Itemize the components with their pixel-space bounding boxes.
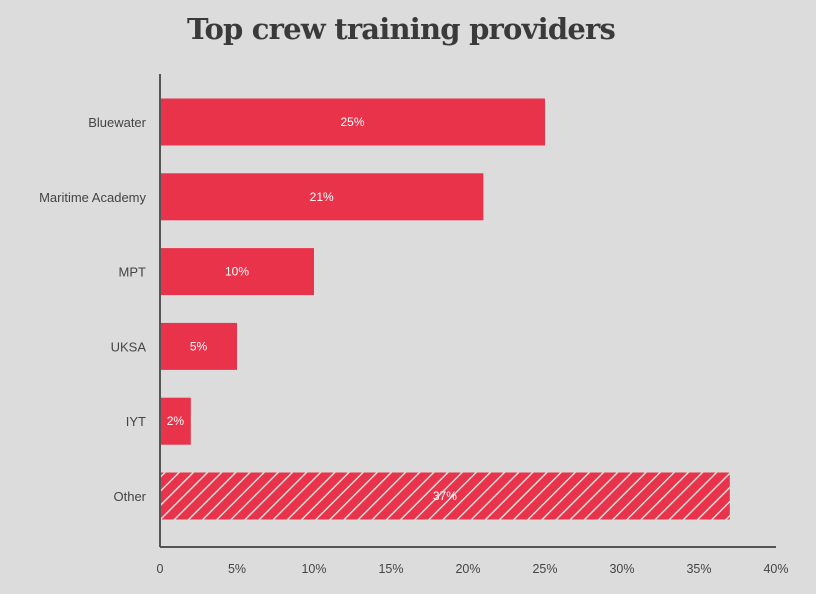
- bar-other: [160, 472, 730, 520]
- x-tick-label: 5%: [228, 562, 246, 576]
- bar-bluewater: [160, 98, 545, 146]
- x-tick-label: 20%: [455, 562, 480, 576]
- bars-layer: [160, 98, 730, 520]
- category-label-uksa: UKSA: [111, 339, 147, 354]
- bar-mpt: [160, 248, 314, 296]
- category-label-bluewater: Bluewater: [88, 115, 146, 130]
- x-tick-label: 0: [157, 562, 164, 576]
- x-tick-label: 15%: [378, 562, 403, 576]
- category-label-iyt: IYT: [126, 414, 146, 429]
- data-label-other: 37%: [433, 489, 457, 503]
- x-tick-label: 10%: [301, 562, 326, 576]
- category-label-mpt: MPT: [119, 265, 147, 280]
- data-label-mpt: 10%: [225, 265, 249, 279]
- data-label-uksa: 5%: [190, 339, 208, 353]
- axes-layer: [159, 74, 776, 548]
- bar-uksa: [160, 322, 237, 370]
- data-label-maritime-academy: 21%: [310, 190, 334, 204]
- x-tick-label: 30%: [609, 562, 634, 576]
- data-label-iyt: 2%: [167, 414, 185, 428]
- data-label-bluewater: 25%: [340, 115, 364, 129]
- labels-layer: 25% Bluewater 21% Maritime Academy 10% MPT 5% U…: [39, 115, 788, 576]
- category-label-other: Other: [113, 489, 146, 504]
- bar-maritime-academy: [160, 173, 484, 221]
- x-tick-label: 25%: [532, 562, 557, 576]
- category-label-maritime-academy: Maritime Academy: [39, 190, 146, 205]
- chart-title: Top crew training providers: [187, 12, 616, 46]
- x-tick-label: 35%: [686, 562, 711, 576]
- x-tick-label: 40%: [763, 562, 788, 576]
- bar-iyt: [160, 397, 191, 445]
